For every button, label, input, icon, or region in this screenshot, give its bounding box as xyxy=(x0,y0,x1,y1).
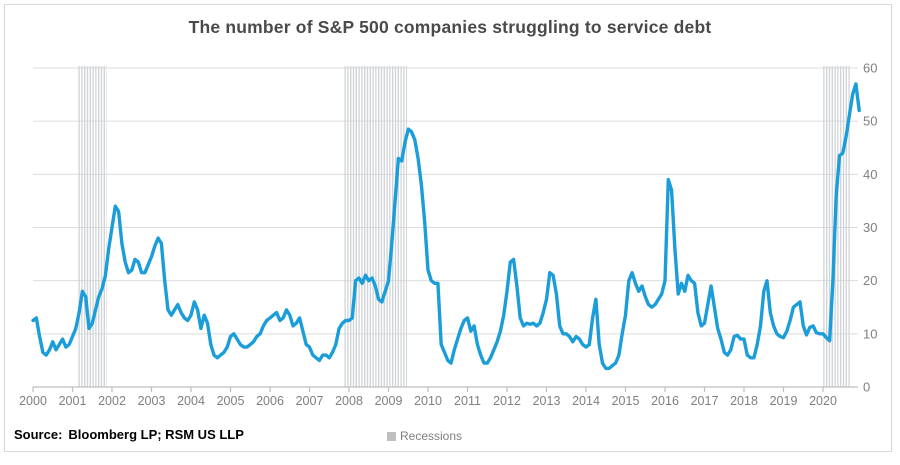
y-tick-label-50: 50 xyxy=(863,114,877,129)
x-tick-label-2005: 2005 xyxy=(217,394,245,408)
y-tick-label-30: 30 xyxy=(863,220,877,235)
y-tick-label-10: 10 xyxy=(863,326,877,341)
x-tick-label-2007: 2007 xyxy=(296,394,324,408)
x-tick-label-2004: 2004 xyxy=(177,394,205,408)
recessions-label: Recessions xyxy=(400,429,463,443)
data-line-sp500-debt-strugglers xyxy=(31,82,861,371)
x-tick-label-2015: 2015 xyxy=(612,394,640,408)
recessions-swatch-icon xyxy=(387,431,396,441)
x-tick-label-2019: 2019 xyxy=(770,394,798,408)
chart-title: The number of S&P 500 companies struggli… xyxy=(188,17,712,37)
x-tick-label-2000: 2000 xyxy=(19,394,47,408)
recession-band-0 xyxy=(77,66,107,387)
legend: Recessions xyxy=(387,429,462,443)
x-tick-label-2017: 2017 xyxy=(691,394,719,408)
x-tick-label-2020: 2020 xyxy=(809,394,837,408)
source-line: Source: Bloomberg LP; RSM US LLP xyxy=(14,427,244,442)
y-tick-label-20: 20 xyxy=(863,273,877,288)
card-border xyxy=(4,4,892,452)
x-tick-label-2011: 2011 xyxy=(454,394,481,408)
x-tick-label-2001: 2001 xyxy=(59,394,87,408)
recession-band-1 xyxy=(343,66,408,387)
x-tick-label-2010: 2010 xyxy=(414,394,442,408)
x-tick-label-2008: 2008 xyxy=(335,394,363,408)
source-label: Source: xyxy=(14,427,63,442)
x-tick-label-2006: 2006 xyxy=(256,394,284,408)
source-text: Bloomberg LP; RSM US LLP xyxy=(68,427,244,442)
x-tick-label-2018: 2018 xyxy=(730,394,758,408)
x-tick-label-2003: 2003 xyxy=(138,394,166,408)
y-tick-label-40: 40 xyxy=(863,167,877,182)
x-tick-label-2013: 2013 xyxy=(533,394,561,408)
x-tick-label-2002: 2002 xyxy=(98,394,126,408)
x-tick-label-2014: 2014 xyxy=(572,394,600,408)
x-tick-label-2012: 2012 xyxy=(493,394,521,408)
x-tick-label-2009: 2009 xyxy=(375,394,403,408)
y-tick-label-0: 0 xyxy=(863,380,870,395)
y-tick-label-60: 60 xyxy=(863,60,877,75)
x-tick-label-2016: 2016 xyxy=(651,394,679,408)
